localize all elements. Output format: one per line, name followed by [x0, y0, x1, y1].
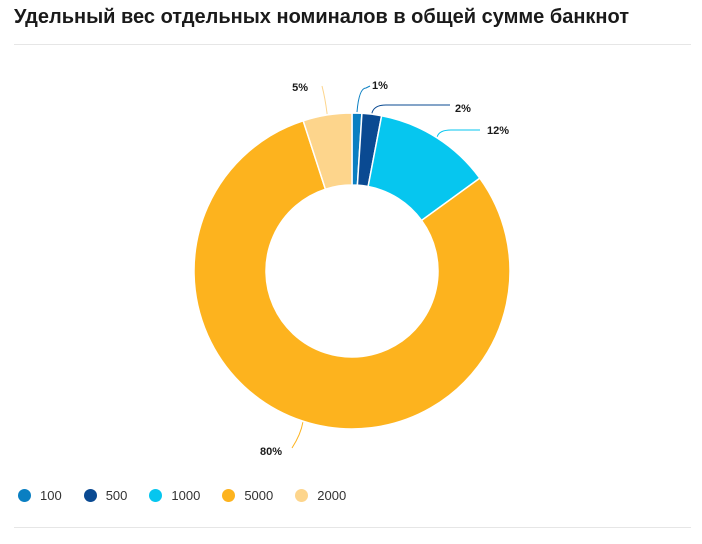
- slice-5000[interactable]: [193, 119, 511, 430]
- slice-label-500: 2%: [455, 103, 471, 115]
- legend-item-1000[interactable]: 1000: [149, 488, 200, 503]
- legend-dot-icon: [18, 489, 31, 502]
- top-divider: [14, 44, 691, 45]
- legend-dot-icon: [83, 489, 97, 502]
- slice-label-100: 1%: [372, 80, 388, 92]
- legend-label: 100: [40, 488, 62, 503]
- legend-label: 500: [105, 488, 128, 503]
- slice-labels: 1% 2% 12% 80% 5%: [260, 80, 509, 458]
- legend-item-500[interactable]: 500: [83, 488, 128, 503]
- legend: 100 500 1000 5000 2000: [18, 488, 368, 503]
- leader-line-500: [371, 104, 450, 114]
- legend-dot-icon: [295, 489, 309, 502]
- legend-item-100[interactable]: 100: [18, 488, 62, 503]
- legend-label: 5000: [244, 488, 274, 503]
- leader-lines: [291, 85, 480, 449]
- legend-label: 1000: [171, 488, 201, 503]
- leader-line-1000: [436, 129, 480, 137]
- leader-line-5000: [291, 422, 304, 449]
- slice-label-2000: 5%: [292, 82, 308, 94]
- slice-label-1000: 12%: [487, 125, 509, 137]
- slice-label-5000: 80%: [260, 446, 282, 458]
- legend-dot-icon: [222, 489, 236, 502]
- slice-2000[interactable]: [302, 112, 353, 191]
- legend-label: 2000: [317, 488, 347, 503]
- chart-title: Удельный вес отдельных номиналов в общей…: [14, 6, 630, 28]
- legend-dot-icon: [149, 489, 163, 502]
- legend-item-2000[interactable]: 2000: [295, 488, 346, 503]
- leader-line-2000: [321, 85, 328, 115]
- bottom-divider: [14, 527, 691, 528]
- donut-slices: [193, 112, 511, 430]
- leader-line-100: [356, 85, 371, 113]
- legend-item-5000[interactable]: 5000: [222, 488, 273, 503]
